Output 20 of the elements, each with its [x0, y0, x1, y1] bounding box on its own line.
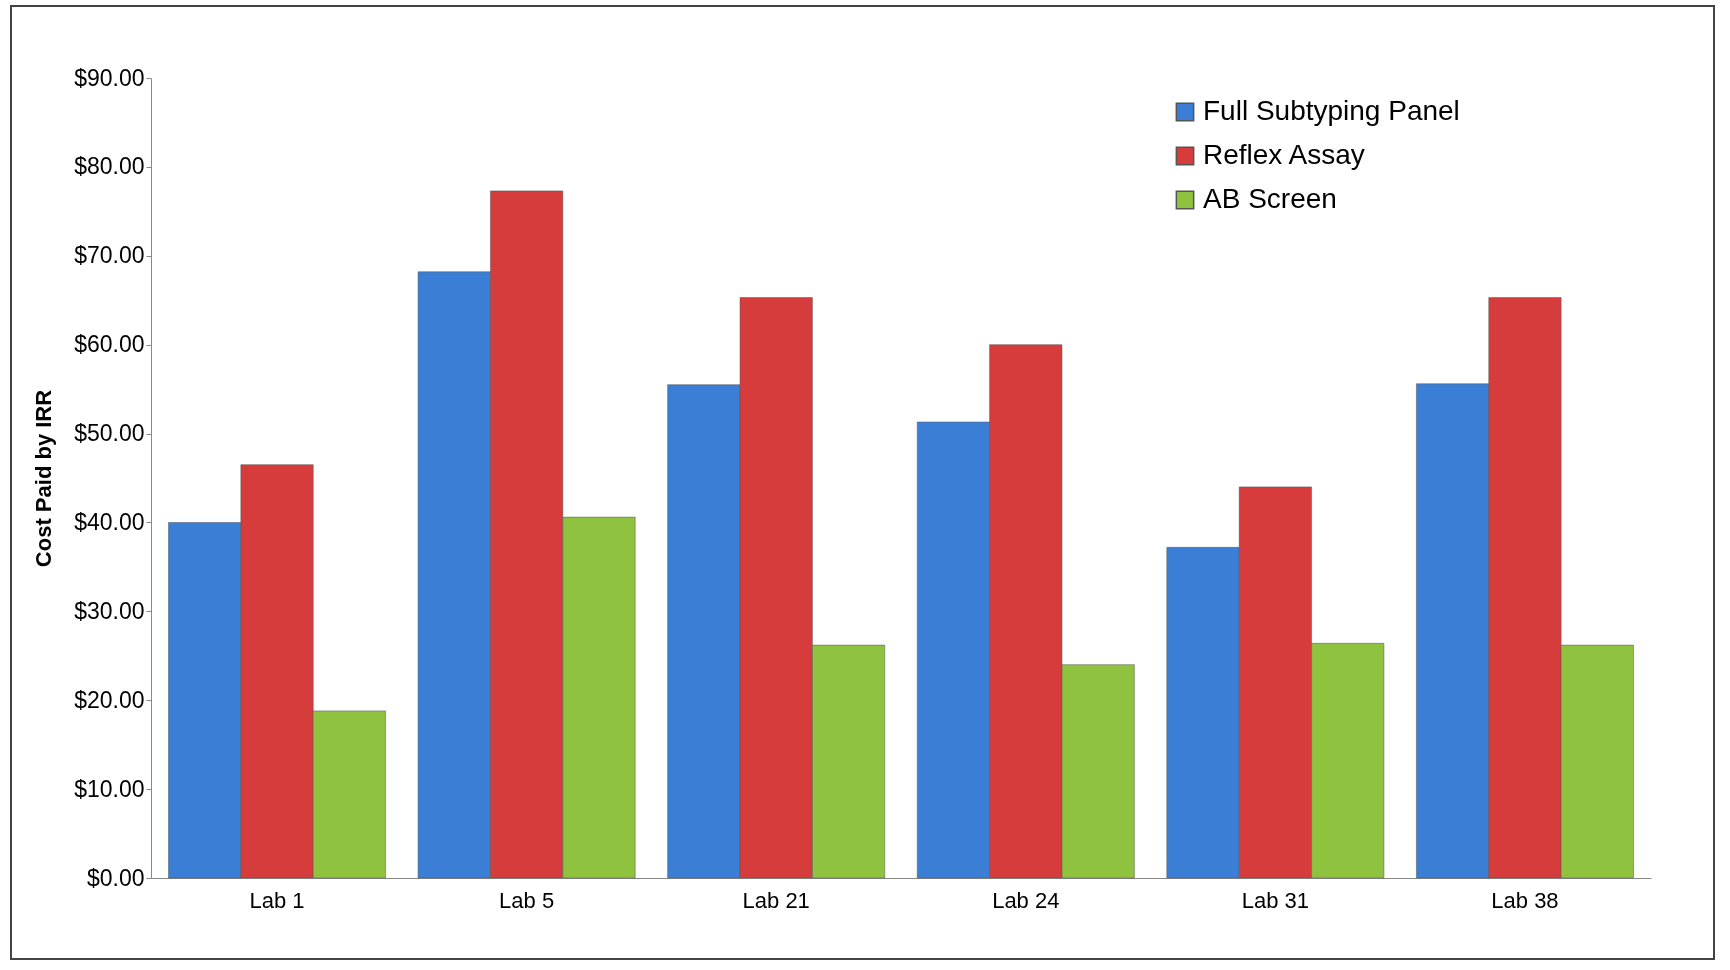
x-tick-label: Lab 38	[1491, 887, 1559, 913]
y-tick-label: $40.00	[74, 508, 145, 535]
y-tick-label: $10.00	[74, 775, 145, 802]
y-tick-label: $90.00	[74, 64, 145, 91]
y-tick-label: $80.00	[74, 153, 145, 180]
x-tick-label: Lab 31	[1241, 887, 1310, 913]
y-tick-label: $0.00	[86, 864, 145, 891]
legend-label: Full Subtyping Panel	[1203, 95, 1460, 126]
y-axis-title: Cost Paid by IRR	[31, 389, 57, 568]
x-tick-label: Lab 24	[992, 887, 1060, 913]
y-tick-label: $30.00	[74, 597, 145, 624]
legend-label: Reflex Assay	[1203, 139, 1365, 170]
x-tick-label: Lab 5	[499, 887, 555, 913]
legend-label: AB Screen	[1203, 183, 1337, 214]
y-tick-label: $20.00	[74, 686, 145, 713]
x-tick-label: Lab 1	[249, 887, 305, 913]
y-tick-label: $60.00	[74, 331, 145, 358]
y-tick-label: $50.00	[74, 420, 145, 447]
x-tick-label: Lab 21	[742, 887, 810, 913]
y-tick-label: $70.00	[74, 242, 145, 269]
